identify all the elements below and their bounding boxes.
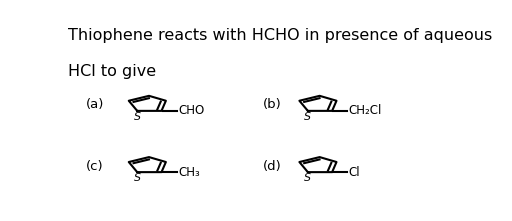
Text: (a): (a) [86, 98, 104, 111]
Text: (c): (c) [86, 160, 103, 173]
Text: S: S [304, 112, 311, 122]
Text: CH₂Cl: CH₂Cl [349, 104, 382, 117]
Text: HCl to give: HCl to give [68, 64, 156, 79]
Text: S: S [134, 173, 141, 183]
Text: CHO: CHO [178, 104, 204, 117]
Text: (b): (b) [262, 98, 281, 111]
Text: S: S [134, 112, 141, 122]
Text: Cl: Cl [349, 166, 360, 179]
Text: Thiophene reacts with HCHO in presence of aqueous: Thiophene reacts with HCHO in presence o… [68, 28, 492, 43]
Text: CH₃: CH₃ [178, 166, 200, 179]
Text: (d): (d) [262, 160, 281, 173]
Text: S: S [304, 173, 311, 183]
